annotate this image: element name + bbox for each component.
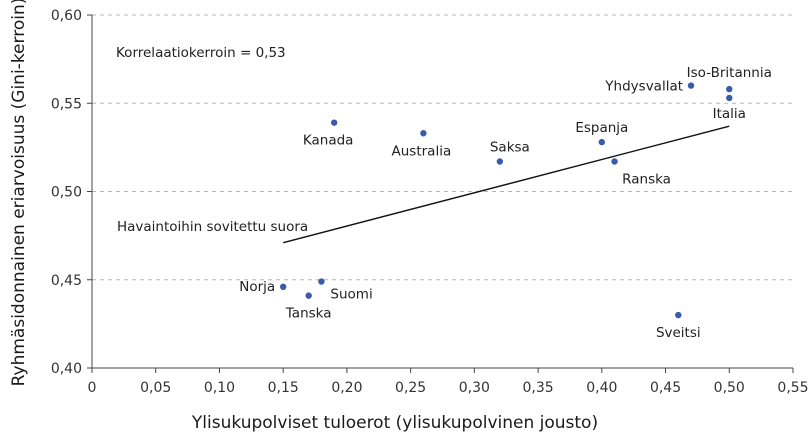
data-point bbox=[279, 283, 287, 291]
data-point bbox=[675, 311, 682, 319]
y-tick-label: 0,60 bbox=[51, 8, 82, 24]
axes bbox=[87, 14, 794, 373]
correlation-annotation: Korrelaatiokerroin = 0,53 bbox=[116, 45, 286, 61]
data-point bbox=[726, 94, 733, 102]
data-point bbox=[726, 85, 733, 93]
y-tick-label: 0,45 bbox=[51, 273, 82, 289]
point-label: Suomi bbox=[330, 287, 372, 303]
point-label: Australia bbox=[392, 143, 452, 159]
y-tick-label: 0,55 bbox=[51, 96, 82, 112]
point-label: Espanja bbox=[575, 120, 628, 136]
point-label: Kanada bbox=[303, 133, 354, 149]
point-label: Saksa bbox=[490, 139, 530, 155]
x-tick-label: 0,35 bbox=[523, 380, 554, 396]
x-tick-label: 0,25 bbox=[395, 380, 426, 396]
y-axis-title: Ryhmäsidonnainen eriarvoisuus (Gini-kerr… bbox=[9, 0, 29, 386]
x-tick-label: 0,40 bbox=[586, 380, 617, 396]
data-point bbox=[611, 158, 618, 165]
data-points bbox=[279, 82, 733, 319]
point-labels: Norja Tanska Suomi Kanada Australia Saksa Espa… bbox=[239, 65, 772, 341]
x-tick-label: 0,45 bbox=[650, 380, 681, 396]
y-tick-label: 0,50 bbox=[51, 185, 82, 201]
y-tick-label: 0,40 bbox=[51, 361, 82, 377]
x-tick-label: 0,05 bbox=[140, 380, 171, 396]
point-label: Sveitsi bbox=[656, 325, 701, 341]
data-point bbox=[687, 82, 695, 89]
x-axis-title: Ylisukupolviset tuloerot (ylisukupolvine… bbox=[191, 413, 598, 433]
point-label: Iso-Britannia bbox=[687, 65, 772, 81]
fit-line-group bbox=[283, 125, 730, 244]
x-tick-label: 0,20 bbox=[331, 380, 362, 396]
point-label: Yhdysvallat bbox=[604, 79, 683, 95]
x-tick-label: 0,55 bbox=[777, 380, 808, 396]
data-point bbox=[305, 292, 312, 299]
x-tick-label: 0,30 bbox=[459, 380, 490, 396]
tick-labels: 0,40 0,45 0,50 0,55 0,60 0 0,05 0,10 0,15 0,20 0,2… bbox=[51, 8, 809, 396]
fit-line bbox=[283, 125, 730, 244]
fit-line-annotation: Havaintoihin sovitettu suora bbox=[117, 219, 308, 235]
point-label: Tanska bbox=[285, 306, 332, 322]
x-tick-label: 0 bbox=[88, 380, 97, 396]
data-point bbox=[330, 119, 338, 126]
point-label: Italia bbox=[713, 106, 746, 122]
x-tick-label: 0,10 bbox=[204, 380, 235, 396]
x-tick-label: 0,50 bbox=[714, 380, 745, 396]
grid-lines bbox=[92, 14, 793, 281]
data-point bbox=[598, 138, 606, 146]
point-label: Ranska bbox=[622, 171, 671, 187]
data-point bbox=[318, 278, 325, 285]
x-tick-label: 0,15 bbox=[268, 380, 299, 396]
data-point bbox=[420, 130, 427, 137]
data-point bbox=[496, 158, 504, 165]
point-label: Norja bbox=[239, 279, 275, 295]
